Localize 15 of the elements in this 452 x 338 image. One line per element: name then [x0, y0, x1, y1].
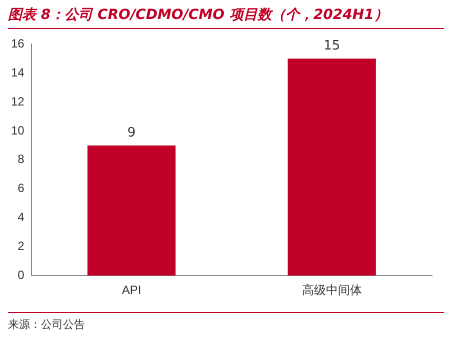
- chart-title: 图表 8：公司 CRO/CDMO/CMO 项目数（个，2024H1）: [8, 6, 444, 29]
- source-note: 来源：公司公告: [8, 312, 444, 332]
- x-tick-label: 高级中间体: [302, 283, 362, 298]
- y-tick-label: 4: [18, 210, 25, 224]
- y-tick-label: 2: [18, 238, 25, 253]
- y-tick-label: 12: [10, 94, 25, 108]
- y-tick-label: 0: [18, 268, 25, 282]
- y-tick-label: 14: [10, 65, 25, 80]
- y-tick-label: 6: [18, 181, 25, 196]
- y-tick-label: 10: [10, 123, 25, 138]
- data-label: 9: [127, 125, 136, 140]
- y-tick-label: 16: [10, 36, 25, 51]
- data-label: 15: [324, 38, 340, 54]
- y-tick-label: 8: [18, 152, 25, 166]
- x-tick-label: API: [122, 283, 142, 298]
